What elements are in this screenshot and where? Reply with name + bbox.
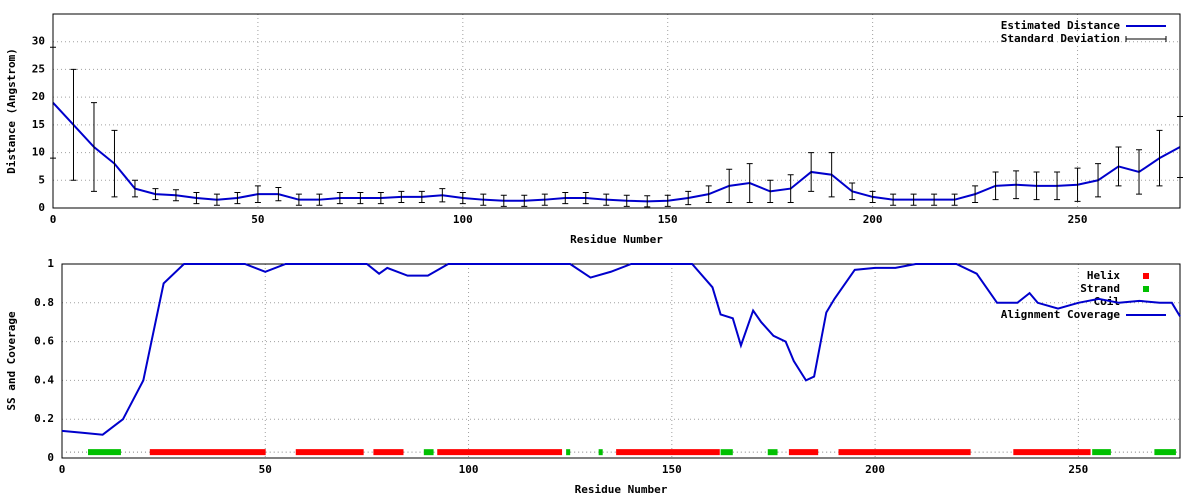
- error-bar: [131, 179, 138, 198]
- error-bar: [480, 193, 487, 206]
- y-tick-label: 5: [38, 173, 45, 186]
- error-bar: [357, 191, 364, 205]
- error-bar: [418, 190, 425, 203]
- x-tick-label: 0: [50, 213, 57, 226]
- error-bar: [1013, 170, 1020, 200]
- legend-label: Estimated Distance: [1001, 19, 1121, 32]
- error-bar: [541, 193, 548, 206]
- error-bar: [1177, 116, 1183, 179]
- error-bar: [787, 174, 794, 203]
- error-bar: [152, 188, 159, 201]
- error-bar: [603, 193, 610, 206]
- error-bar: [295, 193, 302, 206]
- error-bar: [562, 191, 569, 205]
- error-bar: [746, 163, 753, 203]
- error-bar: [172, 189, 179, 202]
- y-tick-label: 15: [32, 118, 45, 131]
- error-bar: [726, 168, 733, 203]
- x-tick-label: 50: [251, 213, 264, 226]
- error-bar: [377, 191, 384, 205]
- error-bar: [70, 68, 77, 181]
- error-bar: [459, 191, 466, 205]
- error-bar: [1033, 171, 1040, 201]
- x-tick-label: 50: [259, 463, 272, 476]
- x-tick-label: 0: [59, 463, 66, 476]
- x-tick-label: 100: [453, 213, 473, 226]
- error-bar: [1115, 146, 1122, 187]
- error-bar: [623, 194, 630, 207]
- error-bar: [234, 191, 241, 205]
- error-bar: [664, 194, 671, 207]
- error-bar: [1136, 149, 1143, 195]
- legend-label: Alignment Coverage: [1001, 308, 1121, 321]
- error-bar: [521, 194, 528, 207]
- error-bar: [254, 185, 261, 203]
- error-bar: [931, 193, 938, 206]
- error-bar: [336, 191, 343, 205]
- error-bar: [50, 46, 56, 159]
- legend-swatch: [1125, 36, 1167, 42]
- y-tick-label: 0: [47, 451, 54, 464]
- error-bar: [869, 190, 876, 203]
- error-bar: [972, 185, 979, 203]
- legend-swatch: [1143, 273, 1149, 279]
- error-bar: [582, 191, 589, 205]
- x-tick-label: 150: [662, 463, 682, 476]
- error-bar: [275, 186, 282, 202]
- x-tick-label: 150: [658, 213, 678, 226]
- error-bar: [1074, 167, 1081, 202]
- error-bar: [439, 188, 446, 203]
- y-tick-label: 30: [32, 35, 45, 48]
- y-tick-label: 0.6: [34, 335, 54, 348]
- data-line: [61, 263, 1181, 436]
- data-line: [52, 102, 1181, 203]
- y-tick-label: 0.8: [34, 296, 54, 309]
- error-bar: [1095, 163, 1102, 198]
- legend-label: Helix: [1087, 269, 1120, 282]
- error-bar: [705, 185, 712, 203]
- error-bar: [685, 190, 692, 206]
- x-axis-label: Residue Number: [575, 483, 668, 496]
- y-tick-label: 0.4: [34, 373, 54, 386]
- legend-label: Strand: [1080, 282, 1120, 295]
- x-tick-label: 100: [459, 463, 479, 476]
- y-tick-label: 10: [32, 146, 45, 159]
- error-bar: [828, 152, 835, 198]
- x-tick-label: 200: [863, 213, 883, 226]
- error-bar: [193, 191, 200, 205]
- x-tick-label: 200: [865, 463, 885, 476]
- x-tick-label: 250: [1068, 463, 1088, 476]
- error-bar: [951, 193, 958, 206]
- error-bar: [890, 193, 897, 206]
- error-bar: [992, 171, 999, 201]
- error-bar: [316, 193, 323, 206]
- legend-swatch: [1143, 286, 1149, 292]
- error-bar: [910, 193, 917, 206]
- error-bar: [644, 195, 651, 208]
- error-bar: [111, 129, 118, 198]
- error-bar: [398, 190, 405, 203]
- error-bar: [1054, 171, 1061, 201]
- y-tick-label: 0.2: [34, 412, 54, 425]
- y-tick-label: 25: [32, 62, 45, 75]
- legend-label: Standard Deviation: [1001, 32, 1120, 45]
- plot-frame: [61, 263, 1181, 459]
- y-tick-label: 0: [38, 201, 45, 214]
- y-axis-label: SS and Coverage: [5, 311, 18, 411]
- error-bar: [808, 152, 815, 192]
- error-bar: [90, 102, 97, 192]
- y-axis-label: Distance (Angstrom): [5, 48, 18, 174]
- y-tick-label: 20: [32, 90, 45, 103]
- error-bar: [1156, 129, 1163, 187]
- y-tick-label: 1: [47, 257, 54, 270]
- error-bar: [849, 182, 856, 201]
- x-axis-label: Residue Number: [570, 233, 663, 246]
- error-bar: [767, 179, 774, 203]
- x-tick-label: 250: [1068, 213, 1088, 226]
- error-bar: [213, 193, 220, 206]
- error-bar: [500, 194, 507, 207]
